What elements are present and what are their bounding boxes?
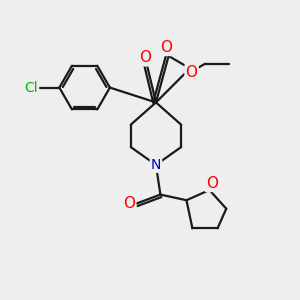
Text: N: N: [151, 158, 161, 172]
Text: O: O: [140, 50, 152, 65]
Text: O: O: [186, 65, 198, 80]
Text: Cl: Cl: [24, 81, 38, 94]
Text: O: O: [206, 176, 218, 191]
Text: O: O: [160, 40, 172, 55]
Text: O: O: [123, 196, 135, 211]
